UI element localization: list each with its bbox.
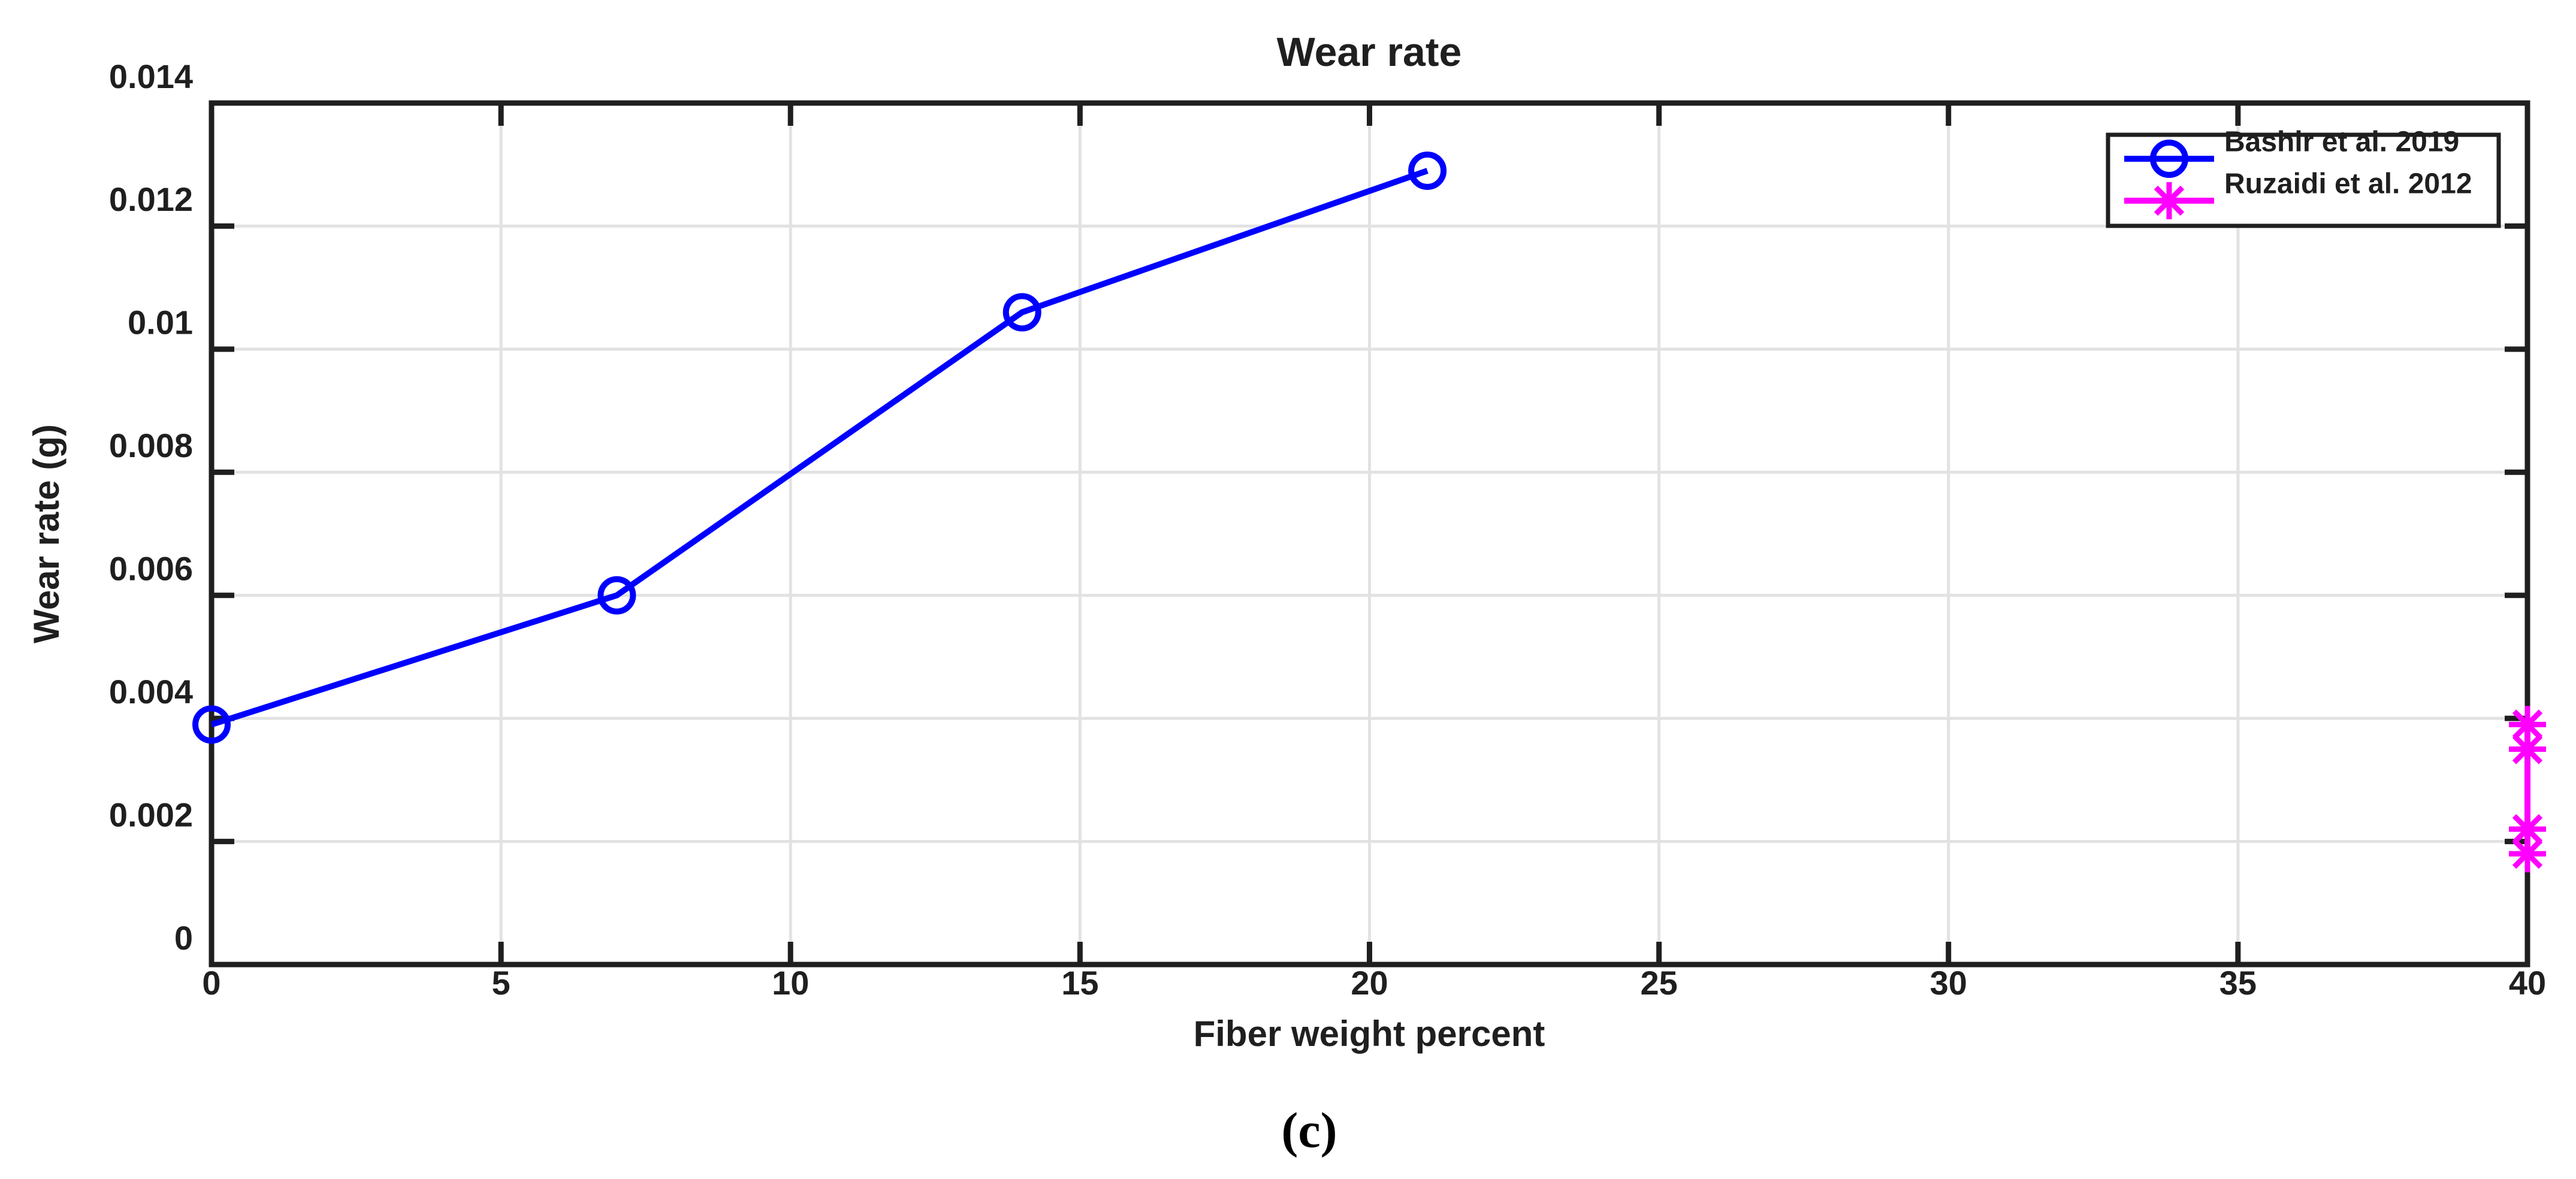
y-tick-label-0: 0	[174, 919, 193, 957]
y-axis-label: Wear rate (g)	[26, 424, 67, 643]
x-tick-label-10: 10	[772, 964, 809, 1002]
y-tick-label-0.008: 0.008	[109, 427, 193, 464]
x-axis-label: Fiber weight percent	[1194, 1014, 1545, 1054]
series-bashir-et-al-2019	[192, 151, 1447, 744]
series-ruzaidi-et-al-2012-p1-asterisk-marker	[2509, 730, 2546, 768]
legend-bashir-et-al-2019-circle-marker	[2150, 140, 2188, 178]
legend-box	[2106, 132, 2501, 228]
legend-ruzaidi-et-al-2012-asterisk-marker	[2151, 182, 2188, 219]
series-bashir-et-al-2019-line	[210, 168, 1429, 728]
plot-border	[209, 100, 2530, 968]
subfigure-caption: (c)	[1281, 1102, 1337, 1158]
y-tick-label-0.012: 0.012	[109, 180, 193, 218]
series-ruzaidi-et-al-2012-p2-asterisk-d2	[2512, 814, 2543, 845]
legend-label-ruzaidi-et-al-2012: Ruzaidi et al. 2012	[2224, 168, 2472, 200]
series-ruzaidi-et-al-2012-p0-asterisk-d2	[2512, 709, 2543, 740]
y-tick-label-0.01: 0.01	[128, 304, 193, 341]
series-bashir-et-al-2019-p3-circle-marker	[1408, 151, 1447, 190]
series-ruzaidi-et-al-2012-p1-asterisk-d2	[2512, 734, 2543, 764]
x-tick-label-20: 20	[1351, 964, 1388, 1002]
chart-title: Wear rate	[1277, 29, 1462, 75]
series-bashir-et-al-2019-p0-circle-marker	[192, 705, 231, 744]
series-bashir-et-al-2019-p1-circle-marker	[597, 576, 636, 615]
grid-lines	[212, 103, 2527, 965]
x-tick-label-30: 30	[1930, 964, 1967, 1002]
legend-entry-ruzaidi-et-al-2012: Ruzaidi et al. 2012	[2124, 168, 2472, 219]
legend-entry-bashir-et-al-2019: Bashir et al. 2019	[2124, 126, 2459, 178]
y-tick-label-0.014: 0.014	[109, 58, 193, 95]
x-tick-label-40: 40	[2509, 964, 2546, 1002]
x-tick-label-35: 35	[2219, 964, 2257, 1002]
series-ruzaidi-et-al-2012	[2509, 706, 2546, 873]
x-tick-label-5: 5	[492, 964, 511, 1002]
y-tick-label-0.006: 0.006	[109, 550, 193, 588]
x-tick-label-0: 0	[202, 964, 221, 1002]
y-tick-label-0.002: 0.002	[109, 796, 193, 833]
legend: Bashir et al. 2019 Ruzaidi et al. 2012	[2106, 126, 2501, 228]
series-ruzaidi-et-al-2012-p3-asterisk-marker	[2509, 835, 2546, 873]
x-tick-label-25: 25	[1640, 964, 1677, 1002]
legend-ruzaidi-et-al-2012-asterisk-d2	[2154, 185, 2185, 216]
series-bashir-et-al-2019-p2-circle-marker	[1002, 293, 1041, 332]
y-tick-label-0.004: 0.004	[109, 673, 193, 711]
legend-label-bashir-et-al-2019: Bashir et al. 2019	[2224, 126, 2459, 158]
x-tick-label-15: 15	[1061, 964, 1098, 1002]
series-ruzaidi-et-al-2012-p3-asterisk-d2	[2512, 838, 2543, 869]
